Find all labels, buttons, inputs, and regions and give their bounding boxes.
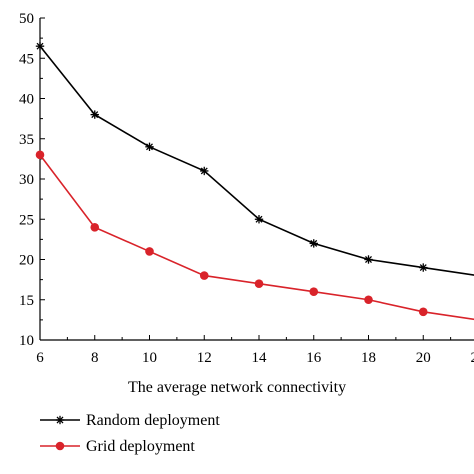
data-point: [199, 271, 209, 280]
data-point: [309, 239, 318, 248]
marker-stroke: [419, 264, 427, 272]
x-tick-label: 8: [91, 350, 99, 366]
series-random: [35, 41, 474, 276]
x-tick-label: 10: [142, 350, 157, 366]
x-axis-title: The average network connectivity: [128, 379, 346, 396]
legend-marker: [55, 415, 65, 425]
y-tick-label: 45: [19, 51, 34, 67]
data-point: [309, 287, 319, 297]
data-point: [200, 166, 209, 176]
marker-stroke: [91, 111, 99, 119]
data-point: [35, 150, 45, 160]
x-tick-label: 12: [197, 350, 212, 366]
legend-entry: Grid deployment: [40, 438, 195, 455]
series-line: [39, 45, 474, 276]
marker-stroke: [56, 416, 64, 424]
x-tick-label: 22: [471, 350, 474, 366]
y-tick-label: 40: [19, 92, 34, 108]
y-tick-label: 15: [19, 293, 34, 309]
series-line: [39, 154, 474, 321]
x-tick-label: 6: [36, 350, 44, 366]
series-layer: [35, 41, 474, 321]
marker-stroke: [146, 143, 153, 151]
marker-stroke: [200, 167, 208, 175]
legend-label: Grid deployment: [86, 438, 195, 455]
x-tick-label: 14: [252, 350, 268, 366]
legend-label: Random deployment: [86, 412, 220, 429]
data-point: [419, 263, 428, 272]
data-point: [145, 247, 154, 256]
axes: 10 15 20 25 30 35 40 45 50 6 8 10 12 14 16 18 20 22: [19, 11, 474, 366]
marker-stroke: [365, 256, 372, 263]
legend-entry: Random deployment: [40, 412, 220, 429]
y-tick-label: 35: [19, 132, 34, 148]
x-tick-label: 16: [306, 350, 322, 366]
x-tick-label: 18: [361, 350, 376, 366]
data-point: [145, 142, 154, 151]
y-tick-label: 20: [19, 253, 34, 269]
data-point: [364, 295, 373, 305]
marker-stroke: [36, 42, 44, 50]
data-point: [254, 215, 264, 224]
data-point: [35, 41, 45, 51]
marker-stroke: [310, 239, 318, 247]
legend: Random deployment Grid deployment: [40, 412, 220, 455]
y-tick-label: 25: [19, 212, 34, 228]
data-point: [418, 307, 428, 317]
marker-stroke: [255, 215, 263, 223]
x-tick-label: 20: [416, 350, 431, 366]
y-tick-label: 50: [19, 11, 34, 27]
y-tick-label: 30: [19, 172, 34, 188]
data-point: [364, 255, 373, 264]
data-point: [90, 223, 100, 232]
y-tick-label: 10: [19, 333, 34, 349]
data-point: [254, 279, 264, 288]
legend-marker: [55, 441, 65, 451]
data-point: [90, 110, 99, 119]
series-grid: [35, 150, 474, 321]
